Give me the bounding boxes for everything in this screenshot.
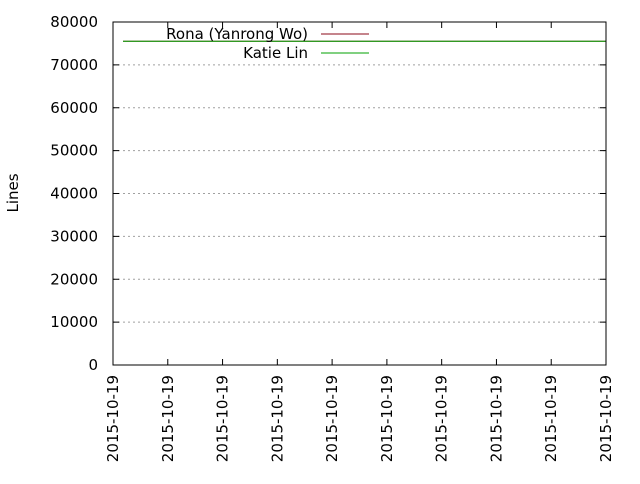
grid-lines bbox=[113, 64, 606, 323]
y-tick-label: 70000 bbox=[50, 56, 98, 74]
y-tick-label: 50000 bbox=[50, 142, 98, 160]
y-tick-label: 20000 bbox=[50, 270, 98, 288]
legend-label: Rona (Yanrong Wo) bbox=[166, 25, 308, 43]
x-tick-label: 2015-10-19 bbox=[159, 375, 177, 462]
x-tick-label: 2015-10-19 bbox=[323, 375, 341, 462]
x-tick-label: 2015-10-19 bbox=[597, 375, 615, 462]
x-tick-label: 2015-10-19 bbox=[378, 375, 396, 462]
x-tick-label: 2015-10-19 bbox=[487, 375, 505, 462]
legend: Rona (Yanrong Wo)Katie Lin bbox=[166, 25, 369, 62]
y-tick-label: 10000 bbox=[50, 313, 98, 331]
x-tick-label: 2015-10-19 bbox=[104, 375, 122, 462]
y-axis-label: Lines bbox=[4, 173, 22, 212]
y-tick-label: 30000 bbox=[50, 227, 98, 245]
y-tick-label: 80000 bbox=[50, 13, 98, 31]
x-tick-label: 2015-10-19 bbox=[268, 375, 286, 462]
y-tick-label: 60000 bbox=[50, 99, 98, 117]
legend-label: Katie Lin bbox=[243, 44, 308, 62]
x-tick-labels: 2015-10-19 2015-10-19 2015-10-19 2015-10-19… bbox=[104, 375, 615, 462]
x-tick-label: 2015-10-19 bbox=[433, 375, 451, 462]
y-tick-label: 40000 bbox=[50, 185, 98, 203]
x-tick-label: 2015-10-19 bbox=[542, 375, 560, 462]
x-tick-label: 2015-10-19 bbox=[214, 375, 232, 462]
tick-marks bbox=[112, 21, 607, 366]
y-tick-label: 0 bbox=[88, 356, 98, 374]
y-tick-labels: 0 10000 20000 30000 40000 50000 60000 70000 8000… bbox=[50, 13, 98, 374]
